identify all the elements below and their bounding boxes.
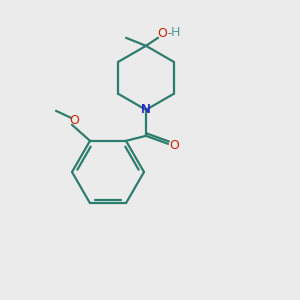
Text: O: O [157, 27, 167, 40]
Text: O: O [169, 139, 179, 152]
Text: O: O [69, 114, 79, 127]
Text: N: N [141, 103, 151, 116]
Text: N: N [141, 103, 151, 116]
Text: H: H [170, 26, 180, 39]
Text: -: - [167, 28, 171, 38]
